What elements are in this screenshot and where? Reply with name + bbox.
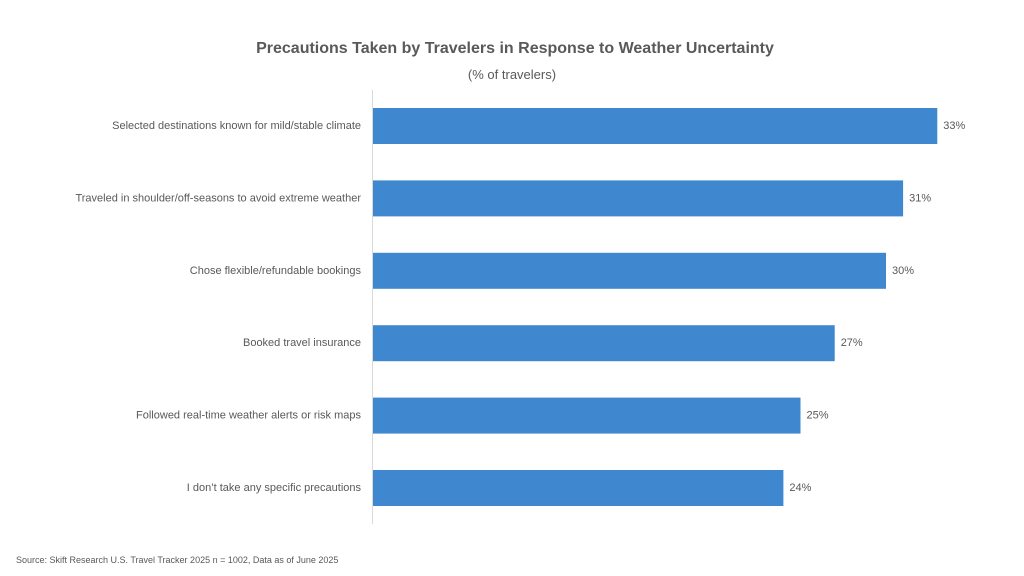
chart-title: Precautions Taken by Travelers in Respon… <box>256 40 774 57</box>
category-label: Selected destinations known for mild/sta… <box>112 120 361 132</box>
category-label: I don’t take any specific precautions <box>187 482 362 494</box>
bar <box>373 470 784 506</box>
bar <box>373 180 904 217</box>
bars-group: Selected destinations known for mild/sta… <box>75 108 966 506</box>
category-label: Followed real-time weather alerts or ris… <box>136 410 361 422</box>
data-label: 33% <box>943 120 965 132</box>
data-label: 30% <box>892 265 914 277</box>
data-label: 27% <box>841 337 863 349</box>
bar <box>373 325 835 362</box>
category-label: Chose flexible/refundable bookings <box>190 265 362 277</box>
bar <box>373 397 801 434</box>
category-label: Booked travel insurance <box>243 337 361 349</box>
chart-subtitle: (% of travelers) <box>467 67 557 82</box>
data-label: 24% <box>789 482 811 494</box>
data-label: 31% <box>909 192 931 204</box>
category-label: Traveled in shoulder/off-seasons to avoi… <box>75 192 361 204</box>
data-label: 25% <box>807 410 829 422</box>
bar <box>373 252 886 289</box>
source-note: Source: Skift Research U.S. Travel Track… <box>16 555 339 565</box>
bar <box>373 108 938 144</box>
